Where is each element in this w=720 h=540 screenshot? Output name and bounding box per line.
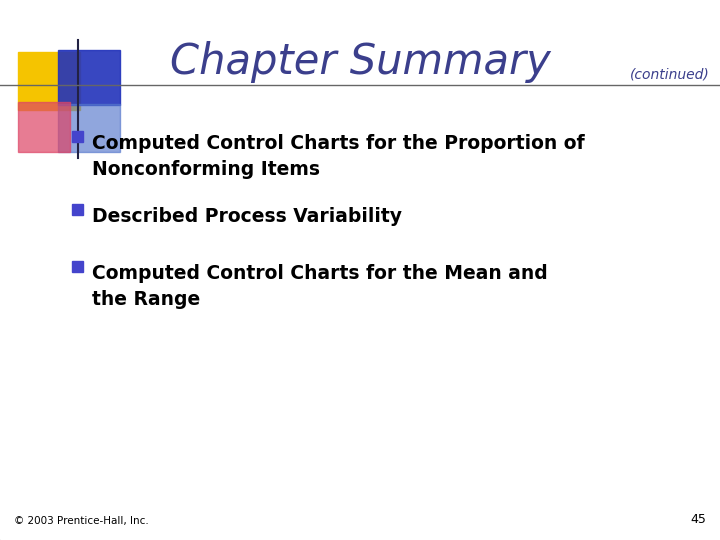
Text: 45: 45 [690, 513, 706, 526]
Bar [58, 104, 120, 152]
Bar [58, 50, 120, 105]
Bar [18, 52, 80, 110]
Bar [18, 102, 70, 152]
Text: Described Process Variability: Described Process Variability [92, 207, 402, 226]
Text: © 2003 Prentice-Hall, Inc.: © 2003 Prentice-Hall, Inc. [14, 516, 149, 526]
Bar [72, 261, 83, 272]
Text: (continued): (continued) [630, 68, 710, 82]
Text: Chapter Summary: Chapter Summary [170, 41, 550, 83]
Text: Computed Control Charts for the Proportion of
Nonconforming Items: Computed Control Charts for the Proporti… [92, 134, 585, 179]
Bar [72, 131, 83, 142]
Text: Computed Control Charts for the Mean and
the Range: Computed Control Charts for the Mean and… [92, 264, 548, 309]
Bar [72, 204, 83, 215]
